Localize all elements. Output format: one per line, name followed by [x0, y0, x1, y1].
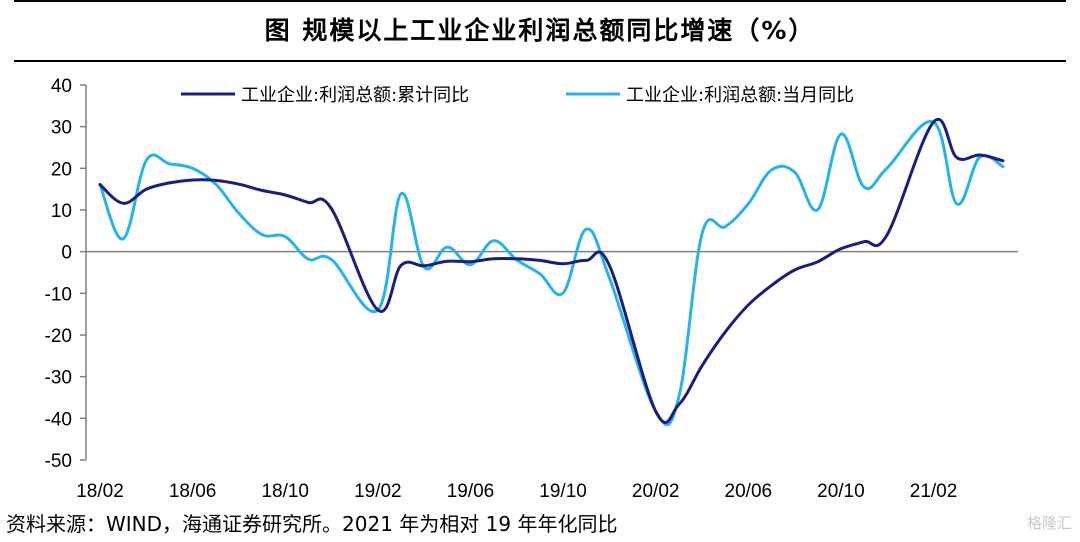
x-tick-label: 19/02: [354, 481, 402, 502]
source-note: 资料来源：WIND，海通证券研究所。2021 年为相对 19 年年化同比: [6, 512, 618, 536]
title-bar: 图 规模以上工业企业利润总额同比增速（%）: [0, 0, 1080, 62]
x-tick-label: 19/06: [447, 481, 495, 502]
y-tick-label: 10: [51, 201, 72, 222]
y-tick-label: -10: [45, 284, 72, 305]
series-line-cumulative: [98, 117, 1005, 424]
series-line-monthly: [98, 120, 1005, 427]
y-tick-label: 40: [51, 76, 72, 97]
x-tick-label: 21/02: [910, 481, 958, 502]
y-tick-label: 20: [51, 159, 72, 180]
y-tick-label: -40: [45, 409, 72, 430]
legend-item-monthly-label: 工业企业:利润总额:当月同比: [626, 85, 854, 106]
x-tick-label: 18/10: [261, 481, 309, 502]
legend-item-cumulative-label: 工业企业:利润总额:累计同比: [241, 85, 469, 106]
y-tick-label: -30: [45, 368, 72, 389]
x-tick-label: 18/02: [76, 481, 124, 502]
x-tick-label: 20/06: [725, 481, 773, 502]
y-tick-label: -20: [45, 326, 72, 347]
title-rule-bottom: [14, 60, 1066, 62]
title-rule-top: [14, 0, 1066, 2]
watermark: 格隆汇: [1026, 514, 1072, 532]
x-tick-label: 20/02: [632, 481, 680, 502]
y-tick-label: 30: [51, 118, 72, 139]
chart-title: 图 规模以上工业企业利润总额同比增速（%）: [264, 16, 816, 45]
x-tick-label: 19/10: [539, 481, 587, 502]
y-tick-label: -50: [45, 451, 72, 472]
y-tick-label: 0: [61, 243, 72, 264]
x-tick-label: 20/10: [817, 481, 865, 502]
x-tick-label: 18/06: [169, 481, 217, 502]
